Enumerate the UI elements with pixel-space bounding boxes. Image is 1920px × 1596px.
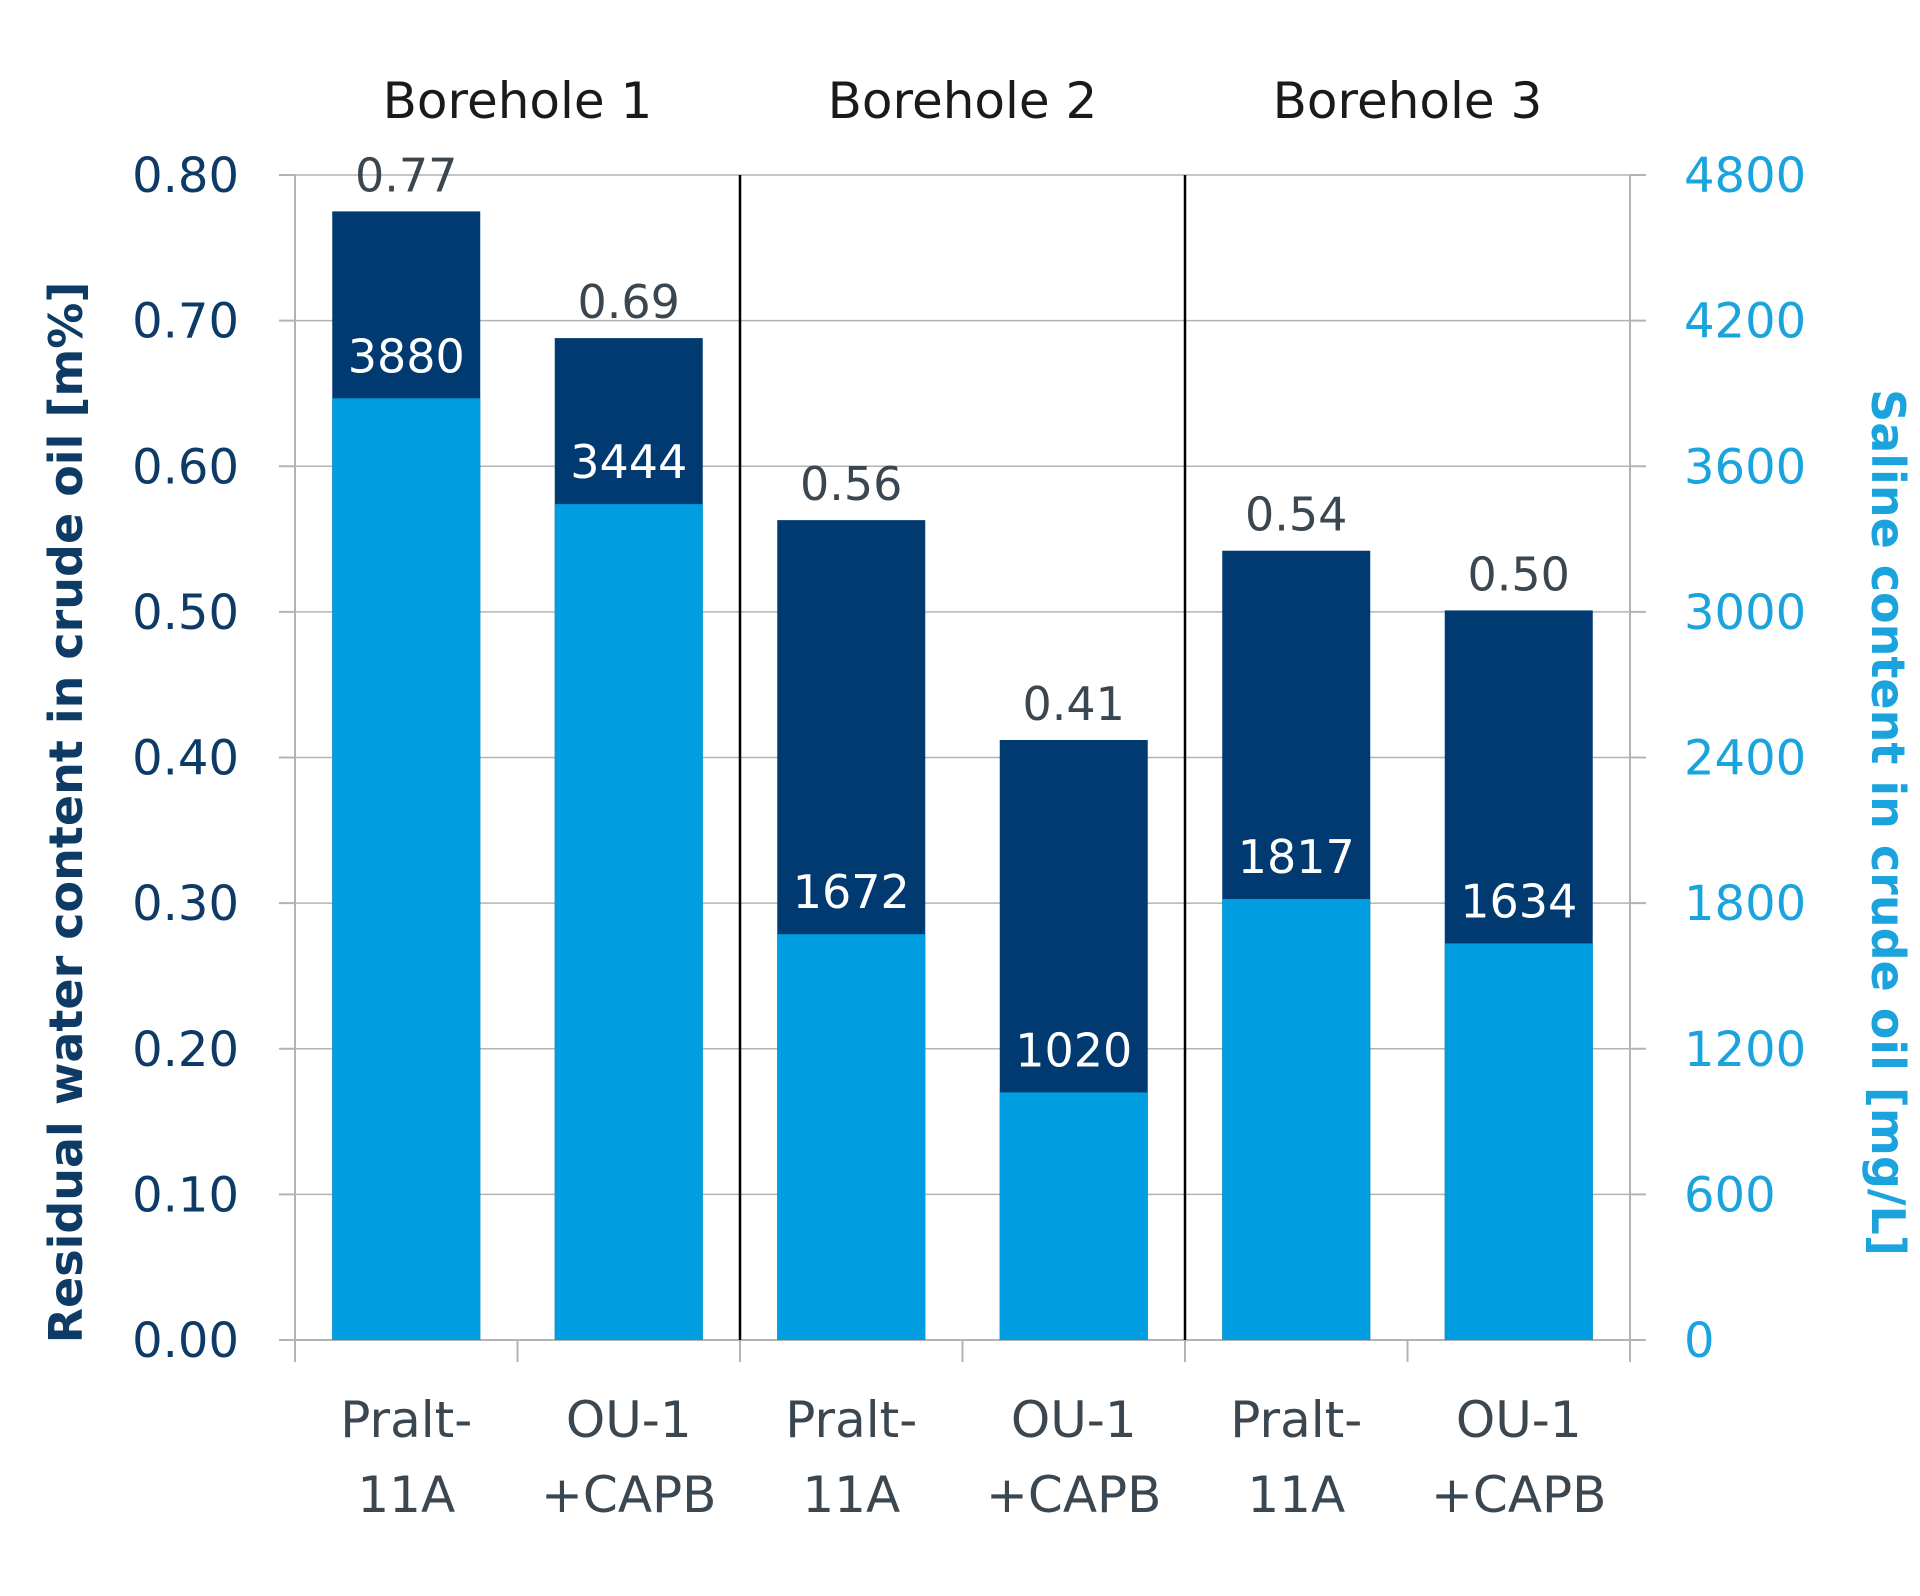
left-tick-label: 0.00 [132,1313,239,1369]
left-tick-label: 0.40 [132,731,239,787]
left-axis-title: Residual water content in crude oil [m%] [39,282,93,1344]
right-axis-title: Saline content in crude oil [mg/L] [1861,389,1915,1256]
right-tick-label: 0 [1684,1313,1715,1369]
category-label: 11A [1247,1466,1345,1524]
saline-bar [999,1092,1148,1340]
right-tick-label: 600 [1684,1167,1776,1223]
group-label: Borehole 3 [1273,72,1543,130]
category-label: 11A [802,1466,900,1524]
right-tick-label: 3600 [1684,439,1806,495]
right-tick-label: 4800 [1684,148,1806,204]
category-label: Pralt- [785,1391,917,1449]
category-label: +CAPB [541,1466,716,1524]
right-tick-label: 4200 [1684,294,1806,350]
water-value-label: 0.69 [578,275,680,329]
category-label: 11A [357,1466,455,1524]
left-tick-label: 0.10 [132,1167,239,1223]
right-tick-label: 2400 [1684,731,1806,787]
water-value-label: 0.41 [1023,677,1125,731]
left-tick-label: 0.30 [132,876,239,932]
group-label: Borehole 1 [383,72,653,130]
category-label: +CAPB [1431,1466,1606,1524]
saline-value-label: 1634 [1460,874,1577,928]
saline-value-label: 1817 [1238,830,1355,884]
left-tick-label: 0.50 [132,585,239,641]
saline-value-label: 1020 [1015,1023,1132,1077]
saline-value-label: 3444 [570,435,687,489]
left-tick-label: 0.20 [132,1022,239,1078]
right-tick-label: 1200 [1684,1022,1806,1078]
category-label: OU-1 [566,1391,692,1449]
saline-value-label: 3880 [348,329,465,383]
left-tick-label: 0.70 [132,294,239,350]
saline-bar [332,398,481,1341]
category-label: OU-1 [1456,1391,1582,1449]
water-value-label: 0.54 [1245,488,1347,542]
water-value-label: 0.77 [355,148,457,202]
left-tick-label: 0.60 [132,439,239,495]
water-value-label: 0.50 [1468,547,1570,601]
saline-bar [554,504,703,1340]
saline-bar [777,934,926,1340]
left-tick-label: 0.80 [132,148,239,204]
category-label: Pralt- [340,1391,472,1449]
right-tick-label: 1800 [1684,876,1806,932]
category-label: +CAPB [986,1466,1161,1524]
category-label: OU-1 [1011,1391,1137,1449]
saline-bar [1222,898,1371,1340]
saline-bar [1444,943,1593,1340]
category-label: Pralt- [1230,1391,1362,1449]
right-tick-label: 3000 [1684,585,1806,641]
water-value-label: 0.56 [800,457,902,511]
group-label: Borehole 2 [828,72,1098,130]
saline-value-label: 1672 [793,865,910,919]
